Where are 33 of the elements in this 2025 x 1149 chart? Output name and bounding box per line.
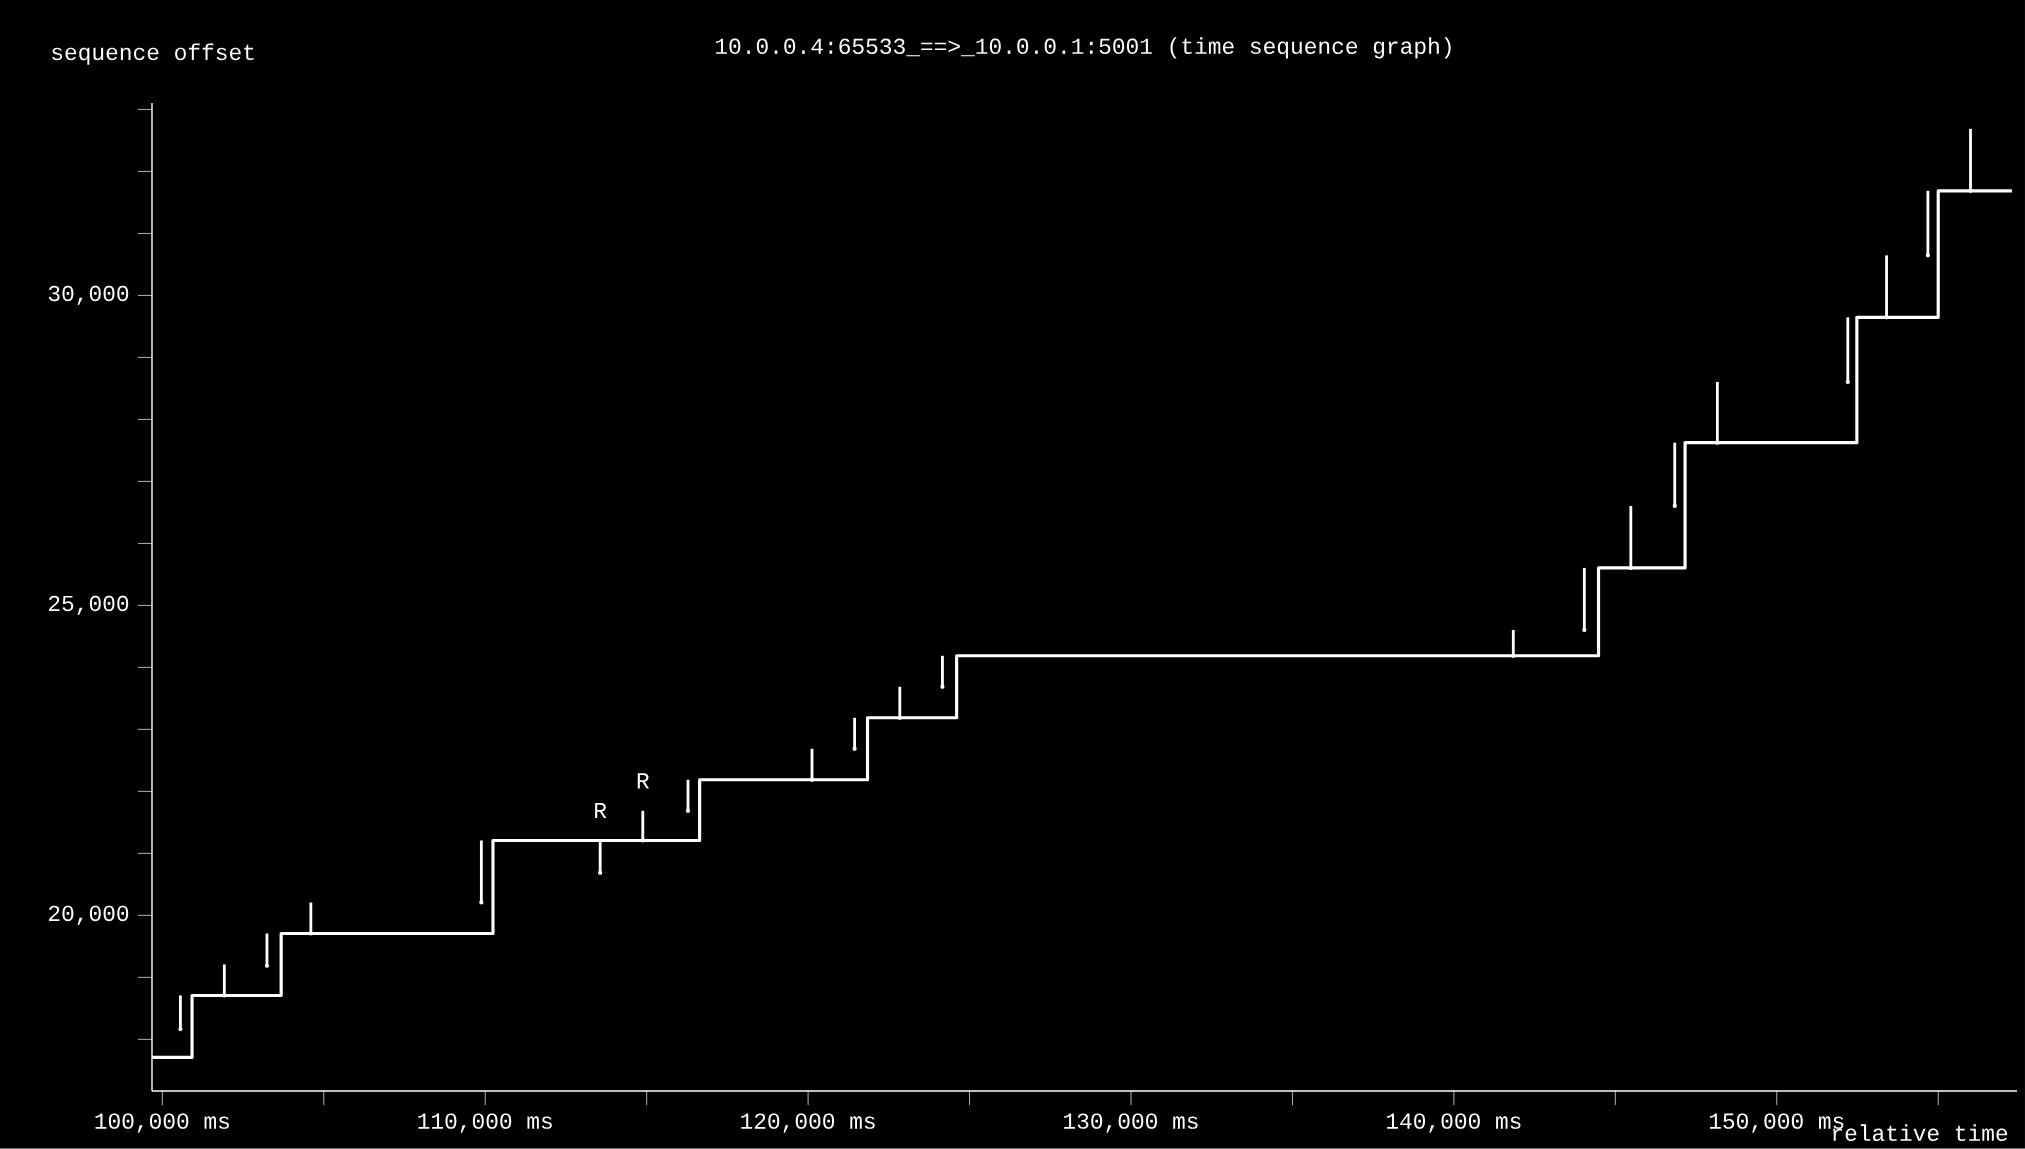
point xyxy=(1582,627,1587,633)
chart-title: 10.0.0.4:65533_==>_10.0.0.1:5001 (time sequence graph) xyxy=(716,37,1451,59)
point xyxy=(897,715,902,721)
point xyxy=(1511,653,1516,659)
point xyxy=(1884,315,1889,320)
point xyxy=(852,746,857,752)
x-tick-label: 100,000 ms xyxy=(95,1113,229,1133)
point xyxy=(178,1027,183,1032)
point xyxy=(1925,253,1930,258)
point xyxy=(640,838,645,843)
annotation: R xyxy=(637,773,650,789)
point xyxy=(1968,188,1973,194)
annotation: R xyxy=(595,803,607,819)
point xyxy=(1672,503,1677,509)
point xyxy=(940,684,945,690)
point xyxy=(264,963,270,969)
point xyxy=(1715,440,1720,445)
point xyxy=(685,808,691,814)
x-tick-label: 120,000 ms xyxy=(741,1113,875,1133)
x-tick-label: 110,000 ms xyxy=(418,1113,552,1133)
x-tick-label: 130,000 ms xyxy=(1064,1113,1198,1133)
y-tick-label: 25,000 xyxy=(48,595,129,616)
point xyxy=(1845,379,1850,385)
y-axis-title: sequence offset xyxy=(52,43,254,65)
y-tick-label: 20,000 xyxy=(48,905,129,926)
point xyxy=(222,993,227,998)
point xyxy=(1628,565,1633,571)
point xyxy=(598,870,603,876)
point xyxy=(308,931,313,936)
x-tick-label: 140,000 ms xyxy=(1386,1113,1521,1133)
point xyxy=(809,777,815,783)
y-tick-label: 30,000 xyxy=(48,285,129,306)
point xyxy=(479,900,484,905)
